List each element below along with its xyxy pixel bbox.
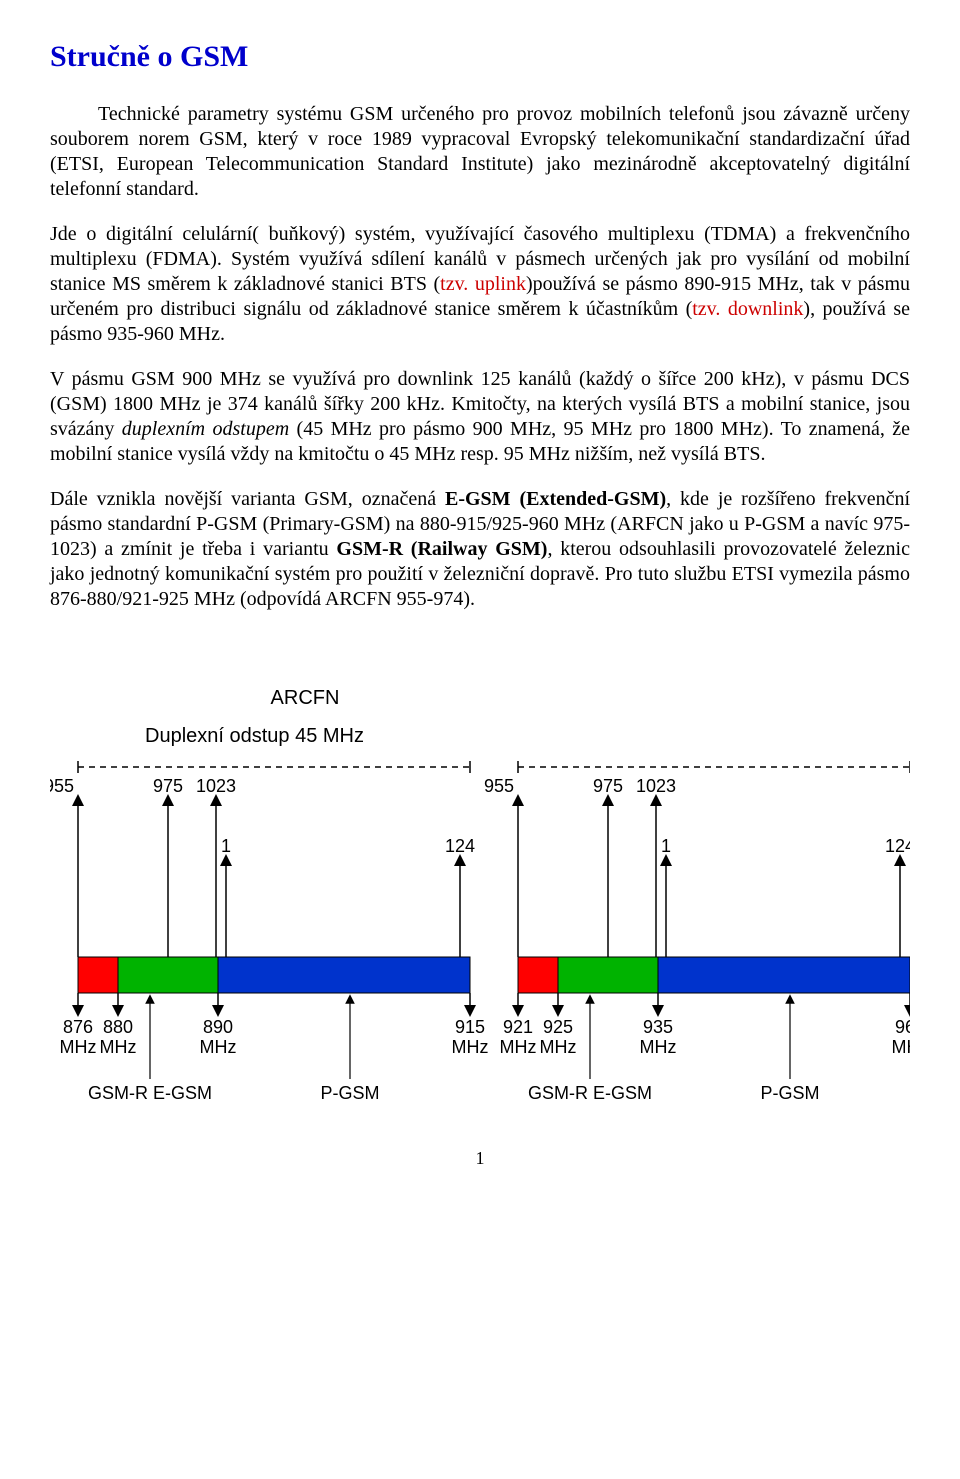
svg-text:P-GSM: P-GSM (760, 1083, 819, 1103)
paragraph-bands: V pásmu GSM 900 MHz se využívá pro downl… (50, 367, 910, 467)
svg-text:ARCFN: ARCFN (271, 687, 340, 709)
paragraph-variants: Dále vznikla novější varianta GSM, označ… (50, 487, 910, 612)
svg-text:955: 955 (50, 776, 74, 796)
gsmr-term: GSM-R (Railway GSM) (336, 538, 547, 560)
svg-text:975: 975 (593, 776, 623, 796)
svg-text:MHz: MHz (640, 1037, 677, 1057)
page-number: 1 (50, 1148, 910, 1169)
svg-text:1023: 1023 (636, 776, 676, 796)
text: Dále vznikla novější varianta GSM, označ… (50, 488, 445, 510)
svg-text:GSM-R E-GSM: GSM-R E-GSM (528, 1083, 652, 1103)
svg-text:Duplexní odstup 45 MHz: Duplexní odstup 45 MHz (145, 725, 364, 747)
svg-text:P-GSM: P-GSM (320, 1083, 379, 1103)
svg-text:1: 1 (221, 836, 231, 856)
svg-text:876: 876 (63, 1017, 93, 1037)
svg-text:921: 921 (503, 1017, 533, 1037)
page-title: Stručně o GSM (50, 40, 910, 74)
svg-text:880: 880 (103, 1017, 133, 1037)
uplink-term: tzv. uplink (440, 273, 526, 295)
svg-text:124: 124 (885, 836, 910, 856)
svg-text:MHz: MHz (540, 1037, 577, 1057)
svg-text:MHz: MHz (60, 1037, 97, 1057)
svg-text:915: 915 (455, 1017, 485, 1037)
egsm-term: E-GSM (Extended-GSM) (445, 488, 666, 510)
svg-text:1: 1 (661, 836, 671, 856)
downlink-term: tzv. downlink (692, 298, 803, 320)
svg-text:955: 955 (484, 776, 514, 796)
svg-text:975: 975 (153, 776, 183, 796)
svg-text:890: 890 (203, 1017, 233, 1037)
paragraph-intro: Technické parametry systému GSM určeného… (50, 102, 910, 202)
svg-text:MHz: MHz (892, 1037, 911, 1057)
svg-text:925: 925 (543, 1017, 573, 1037)
svg-text:124: 124 (445, 836, 475, 856)
svg-text:MHz: MHz (452, 1037, 489, 1057)
duplex-term: duplexním odstupem (122, 418, 289, 440)
paragraph-multiplex: Jde o digitální celulární( buňkový) syst… (50, 222, 910, 347)
svg-text:MHz: MHz (200, 1037, 237, 1057)
svg-text:935: 935 (643, 1017, 673, 1037)
svg-text:1023: 1023 (196, 776, 236, 796)
svg-text:GSM-R E-GSM: GSM-R E-GSM (88, 1083, 212, 1103)
svg-text:960: 960 (895, 1017, 910, 1037)
frequency-diagram: ARCFN Duplexní odstup 45 MHz 955 975 1023 1 12… (50, 652, 910, 1118)
svg-text:MHz: MHz (500, 1037, 537, 1057)
frequency-svg: ARCFN Duplexní odstup 45 MHz 955 975 1023 1 12… (50, 652, 910, 1112)
svg-text:MHz: MHz (100, 1037, 137, 1057)
